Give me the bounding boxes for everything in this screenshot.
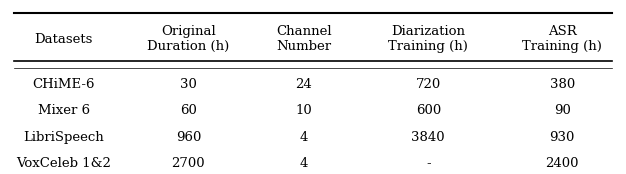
Text: 3840: 3840 <box>411 131 445 144</box>
Text: 4: 4 <box>299 131 308 144</box>
Text: 2700: 2700 <box>172 157 205 170</box>
Text: 30: 30 <box>180 78 197 91</box>
Text: VoxCeleb 1&2: VoxCeleb 1&2 <box>16 157 111 170</box>
Text: 60: 60 <box>180 104 197 117</box>
Text: Diarization
Training (h): Diarization Training (h) <box>388 25 468 53</box>
Text: 930: 930 <box>550 131 575 144</box>
Text: 600: 600 <box>416 104 441 117</box>
Text: 720: 720 <box>416 78 441 91</box>
Text: Channel
Number: Channel Number <box>276 25 331 53</box>
Text: 4: 4 <box>299 157 308 170</box>
Text: 960: 960 <box>176 131 201 144</box>
Text: LibriSpeech: LibriSpeech <box>23 131 104 144</box>
Text: 10: 10 <box>295 104 312 117</box>
Text: Original
Duration (h): Original Duration (h) <box>147 25 230 53</box>
Text: Datasets: Datasets <box>34 33 93 46</box>
Text: 380: 380 <box>550 78 575 91</box>
Text: 24: 24 <box>295 78 312 91</box>
Text: CHiME-6: CHiME-6 <box>33 78 95 91</box>
Text: 2400: 2400 <box>545 157 579 170</box>
Text: 90: 90 <box>554 104 571 117</box>
Text: -: - <box>426 157 431 170</box>
Text: Mixer 6: Mixer 6 <box>38 104 90 117</box>
Text: ASR
Training (h): ASR Training (h) <box>522 25 602 53</box>
